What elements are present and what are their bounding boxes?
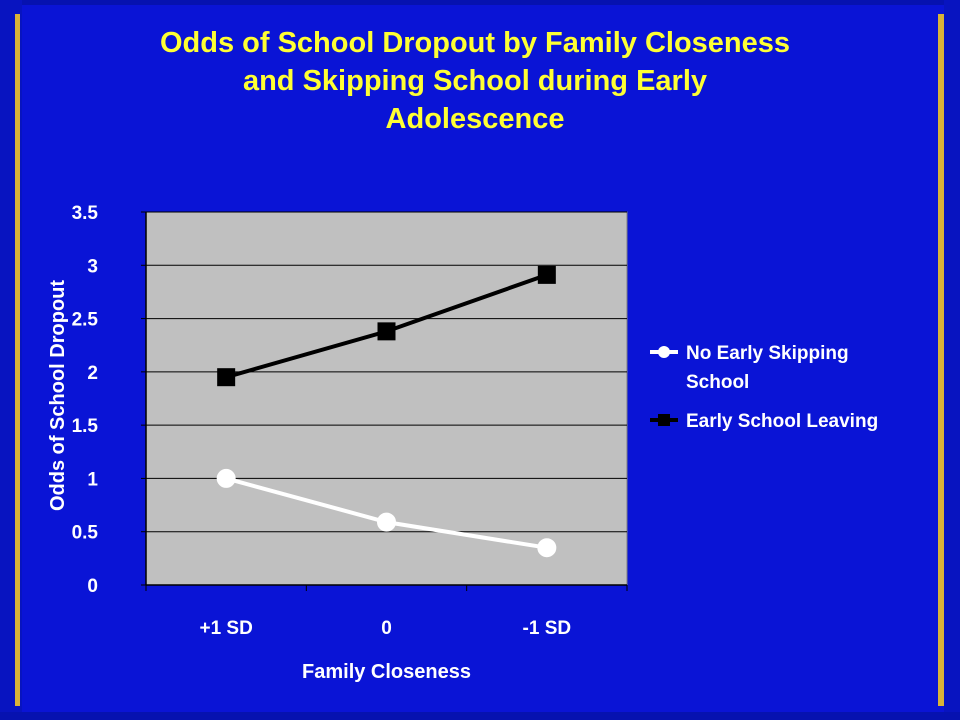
data-point (377, 512, 396, 532)
y-tick-label: 0.5 (72, 523, 99, 544)
data-point (377, 322, 396, 341)
slide-edge-top (0, 0, 960, 5)
x-tick-label: 0 (381, 618, 392, 639)
legend-marker (658, 346, 670, 358)
y-tick-label: 0 (87, 576, 98, 597)
data-point (537, 265, 556, 284)
accent-bar-left (15, 14, 20, 706)
chart-title-line: Adolescence (385, 103, 565, 135)
y-tick-label: 3.5 (72, 203, 99, 224)
y-axis-title: Odds of School Dropout (47, 280, 69, 511)
y-tick-label: 2.5 (72, 310, 99, 331)
chart-title: Odds of School Dropout by Family Closene… (110, 24, 840, 138)
x-tick-label: -1 SD (523, 618, 572, 639)
chart-title-line: and Skipping School during Early (242, 65, 708, 97)
data-point (537, 538, 557, 558)
y-tick-label: 2 (87, 363, 98, 384)
legend-label: No Early Skipping (686, 343, 849, 364)
x-tick-label: +1 SD (199, 618, 252, 639)
chart-title-line: Odds of School Dropout by Family Closene… (159, 27, 791, 59)
slide-edge-bottom (0, 712, 960, 720)
legend-label: Early School Leaving (686, 411, 878, 432)
slide-edge-right (944, 0, 960, 720)
y-tick-label: 3 (87, 256, 98, 277)
x-axis-title: Family Closeness (302, 661, 471, 683)
data-point (216, 468, 236, 488)
legend-marker (658, 414, 670, 426)
legend-label: School (686, 372, 749, 393)
y-tick-label: 1 (87, 469, 98, 490)
accent-bar-right (938, 14, 944, 706)
y-tick-label: 1.5 (72, 416, 99, 437)
data-point (217, 368, 236, 387)
